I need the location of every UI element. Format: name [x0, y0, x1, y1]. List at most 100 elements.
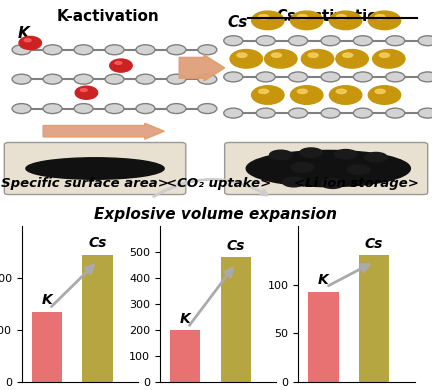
Text: Cs: Cs	[227, 239, 245, 253]
Text: K: K	[18, 27, 30, 41]
Ellipse shape	[321, 179, 344, 188]
Circle shape	[224, 36, 243, 46]
Ellipse shape	[301, 50, 334, 68]
Circle shape	[386, 36, 405, 46]
Circle shape	[74, 104, 93, 113]
Circle shape	[418, 108, 432, 118]
Ellipse shape	[375, 89, 385, 94]
Ellipse shape	[365, 152, 387, 162]
Bar	[308, 292, 339, 382]
Circle shape	[105, 104, 124, 113]
Circle shape	[321, 36, 340, 46]
Ellipse shape	[258, 14, 269, 19]
FancyArrow shape	[179, 55, 225, 81]
Ellipse shape	[258, 89, 269, 94]
Ellipse shape	[264, 50, 297, 68]
Ellipse shape	[291, 163, 314, 172]
Circle shape	[12, 74, 31, 84]
Bar	[359, 255, 389, 382]
Ellipse shape	[110, 59, 132, 72]
Circle shape	[198, 45, 217, 55]
Text: Cs: Cs	[365, 237, 383, 251]
Text: Explosive volume expansion: Explosive volume expansion	[95, 207, 337, 222]
Circle shape	[418, 72, 432, 82]
Circle shape	[256, 72, 275, 82]
Circle shape	[289, 72, 308, 82]
Circle shape	[74, 74, 93, 84]
Circle shape	[43, 104, 62, 113]
Circle shape	[167, 45, 186, 55]
Text: Cs-activation: Cs-activation	[276, 9, 389, 24]
Ellipse shape	[291, 11, 323, 30]
Circle shape	[43, 45, 62, 55]
Ellipse shape	[372, 50, 405, 68]
Text: K: K	[180, 312, 191, 326]
Ellipse shape	[26, 158, 164, 179]
Circle shape	[167, 74, 186, 84]
Circle shape	[289, 36, 308, 46]
Ellipse shape	[379, 53, 390, 57]
Ellipse shape	[283, 177, 305, 187]
Ellipse shape	[347, 165, 370, 174]
Ellipse shape	[300, 148, 322, 158]
Ellipse shape	[336, 50, 368, 68]
Ellipse shape	[246, 151, 410, 187]
Circle shape	[198, 74, 217, 84]
Ellipse shape	[251, 86, 284, 104]
Title: <CO₂ uptake>: <CO₂ uptake>	[165, 177, 271, 190]
Ellipse shape	[271, 53, 282, 57]
FancyArrow shape	[179, 55, 225, 81]
Ellipse shape	[368, 86, 401, 104]
Circle shape	[353, 72, 372, 82]
Bar	[32, 312, 62, 382]
Ellipse shape	[237, 53, 247, 57]
Circle shape	[321, 108, 340, 118]
Ellipse shape	[75, 86, 98, 99]
Circle shape	[386, 108, 405, 118]
Circle shape	[321, 72, 340, 82]
Ellipse shape	[230, 50, 263, 68]
Circle shape	[136, 74, 155, 84]
FancyArrow shape	[43, 123, 164, 139]
Text: Cs: Cs	[89, 236, 107, 250]
Circle shape	[74, 45, 93, 55]
Ellipse shape	[251, 11, 284, 30]
Ellipse shape	[330, 86, 362, 104]
Circle shape	[12, 45, 31, 55]
Ellipse shape	[19, 36, 41, 50]
Text: K-activation: K-activation	[57, 9, 159, 24]
Text: Cs: Cs	[227, 15, 248, 30]
Circle shape	[198, 104, 217, 113]
Ellipse shape	[115, 61, 122, 64]
Ellipse shape	[80, 89, 87, 92]
Ellipse shape	[291, 86, 323, 104]
Ellipse shape	[24, 39, 31, 42]
Circle shape	[289, 108, 308, 118]
Ellipse shape	[336, 14, 346, 19]
Text: K: K	[318, 273, 329, 287]
Bar	[221, 257, 251, 382]
Circle shape	[105, 45, 124, 55]
Circle shape	[12, 104, 31, 113]
Circle shape	[136, 104, 155, 113]
Ellipse shape	[375, 14, 385, 19]
Ellipse shape	[308, 53, 318, 57]
Bar	[170, 330, 200, 382]
Circle shape	[105, 74, 124, 84]
Ellipse shape	[368, 11, 401, 30]
Ellipse shape	[334, 149, 357, 159]
Circle shape	[353, 108, 372, 118]
Circle shape	[353, 36, 372, 46]
Circle shape	[256, 108, 275, 118]
FancyBboxPatch shape	[4, 142, 186, 195]
Ellipse shape	[336, 89, 346, 94]
Title: <Li ion storage>: <Li ion storage>	[294, 177, 419, 190]
Circle shape	[167, 104, 186, 113]
Ellipse shape	[297, 14, 308, 19]
Circle shape	[224, 108, 243, 118]
FancyArrow shape	[43, 123, 164, 139]
Circle shape	[224, 72, 243, 82]
Bar	[83, 255, 113, 382]
Ellipse shape	[270, 150, 292, 160]
Circle shape	[386, 72, 405, 82]
